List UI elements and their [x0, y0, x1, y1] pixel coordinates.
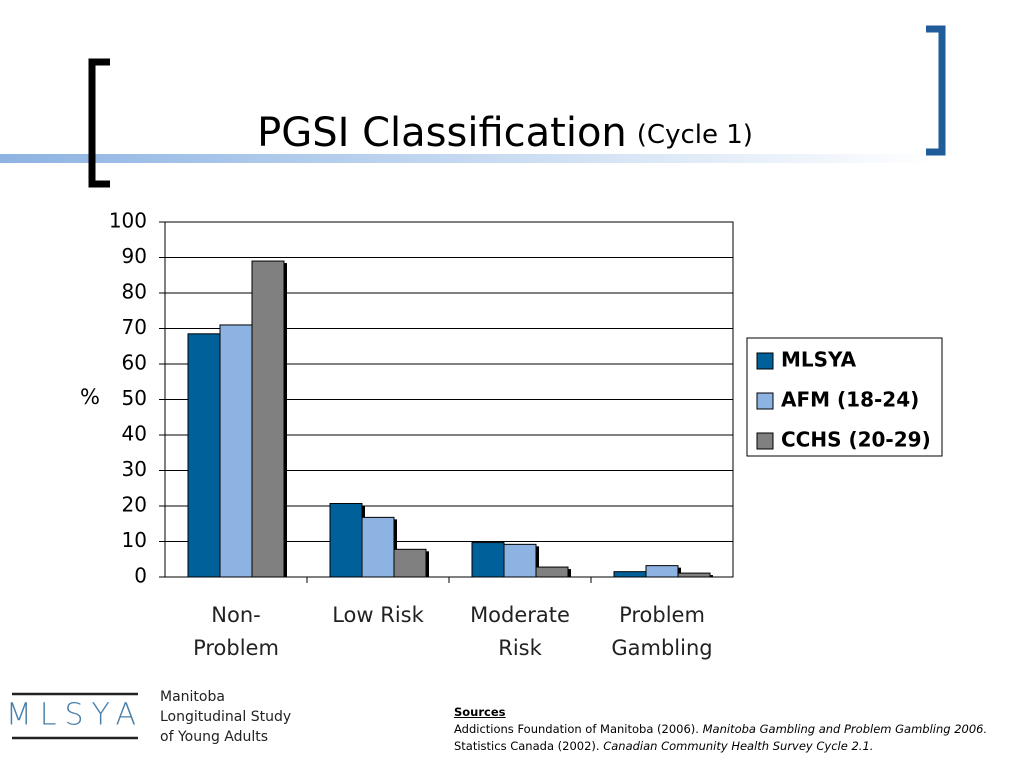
legend-swatch	[756, 392, 774, 410]
source-line: Statistics Canada (2002). Canadian Commu…	[454, 738, 987, 755]
legend-swatch	[756, 352, 774, 370]
source-line: Addictions Foundation of Manitoba (2006)…	[454, 721, 987, 738]
left-bracket	[88, 58, 110, 188]
bar	[677, 572, 711, 578]
x-tick-label: Moderate Risk	[470, 603, 570, 660]
y-tick-label: 70	[122, 315, 147, 339]
bar	[361, 516, 395, 578]
source-title: Manitoba Gambling and Problem Gambling 2…	[702, 722, 988, 736]
bar	[251, 260, 285, 578]
chart-title: PGSI Classification (Cycle 1)	[257, 110, 753, 156]
y-tick-label: 100	[109, 209, 147, 233]
bar	[503, 543, 537, 578]
bar	[187, 333, 221, 578]
legend-box	[746, 337, 943, 457]
bar	[613, 571, 647, 578]
logo-line: Longitudinal Study	[160, 709, 292, 725]
y-tick-label: 90	[122, 244, 147, 268]
y-tick-label: 10	[122, 528, 147, 552]
logo-line: of Young Adults	[160, 729, 269, 745]
x-tick-label: Low Risk	[332, 603, 424, 627]
source-title: Canadian Community Health Survey Cycle 2…	[603, 739, 874, 753]
bar	[393, 548, 427, 578]
legend-label: CCHS (20-29)	[781, 428, 931, 452]
right-bracket	[926, 25, 946, 156]
y-axis-label: %	[80, 385, 100, 409]
y-tick-label: 60	[122, 351, 147, 375]
bar	[329, 503, 363, 578]
logo-lines	[12, 692, 138, 740]
sources: Sources Addictions Foundation of Manitob…	[454, 704, 987, 755]
y-tick-label: 30	[122, 457, 147, 481]
legend-label: MLSYA	[781, 348, 857, 372]
legend-label: AFM (18-24)	[781, 388, 919, 412]
logo-mark: MLSYA	[6, 698, 144, 733]
logo-text: Manitoba Longitudinal Study of Young Adu…	[160, 687, 291, 747]
y-tick-label: 20	[122, 493, 147, 517]
legend-swatch	[756, 432, 774, 450]
source-text: Addictions Foundation of Manitoba (2006)…	[454, 722, 703, 736]
logo-line: Manitoba	[160, 689, 225, 705]
plot: 0 10 20 30 40 50 60 70 80 90 100 MLSYA AFM (18-24) CC…	[109, 209, 943, 588]
source-text: Statistics Canada (2002).	[454, 739, 604, 753]
title-main: PGSI Classification	[257, 110, 627, 156]
y-tick-label: 0	[134, 564, 147, 588]
y-tick-label: 80	[122, 280, 147, 304]
title-sub: (Cycle 1)	[637, 120, 753, 150]
bar	[535, 566, 569, 578]
y-tick-label: 40	[122, 422, 147, 446]
bar	[219, 324, 253, 578]
x-tick-label: Non-Problem	[193, 603, 279, 660]
y-tick-label: 50	[122, 386, 147, 410]
header-band	[0, 154, 940, 163]
sources-heading: Sources	[454, 705, 506, 719]
x-tick-label: Problem Gambling	[611, 603, 713, 660]
bar	[471, 542, 505, 578]
bar	[645, 565, 679, 578]
